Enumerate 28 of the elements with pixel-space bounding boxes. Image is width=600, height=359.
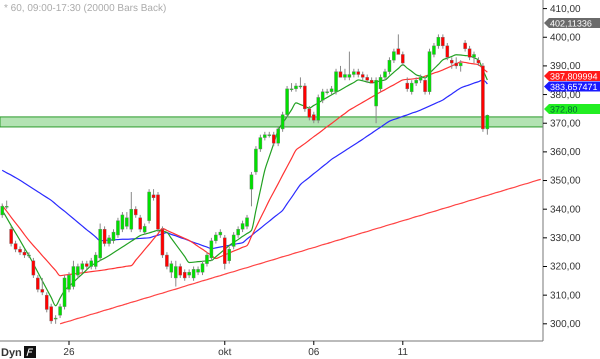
- y-tick-label: 400,00: [550, 32, 582, 44]
- text: 372,80: [550, 104, 578, 114]
- y-tick-label: 410,00: [550, 4, 582, 15]
- x-tick-label: okt: [218, 347, 232, 358]
- candlestick: [32, 257, 36, 278]
- candlestick: [36, 274, 40, 293]
- y-tick-label: 310,00: [550, 290, 582, 302]
- y-tick-label: 300,00: [550, 319, 582, 330]
- candlestick: [405, 76, 410, 92]
- x-tick-label: 06: [308, 347, 320, 358]
- x-tick-label: 11: [398, 347, 408, 358]
- y-tick-label: 340,00: [550, 204, 582, 216]
- text: 383,657471: [550, 82, 598, 92]
- chart-title: * 60, 09:00-17:30 (20000 Bars Back): [4, 3, 166, 14]
- candlestick: [458, 60, 462, 72]
- x-tick-label: 26: [63, 347, 75, 358]
- text: Dyn: [1, 347, 22, 359]
- candlestick: [250, 171, 254, 207]
- y-tick-label: 370,00: [550, 118, 582, 130]
- text: 387,809994: [550, 72, 598, 82]
- y-tick-label: 350,00: [550, 176, 582, 187]
- y-tick-label: 330,00: [550, 233, 582, 244]
- line-series: [59, 178, 542, 324]
- y-tick-label: 320,00: [550, 262, 582, 273]
- candlestick: [450, 56, 454, 70]
- y-tick-label: 360,00: [550, 147, 582, 158]
- text: 402,11336: [550, 18, 592, 28]
- y-tick-label: 390,00: [550, 61, 582, 72]
